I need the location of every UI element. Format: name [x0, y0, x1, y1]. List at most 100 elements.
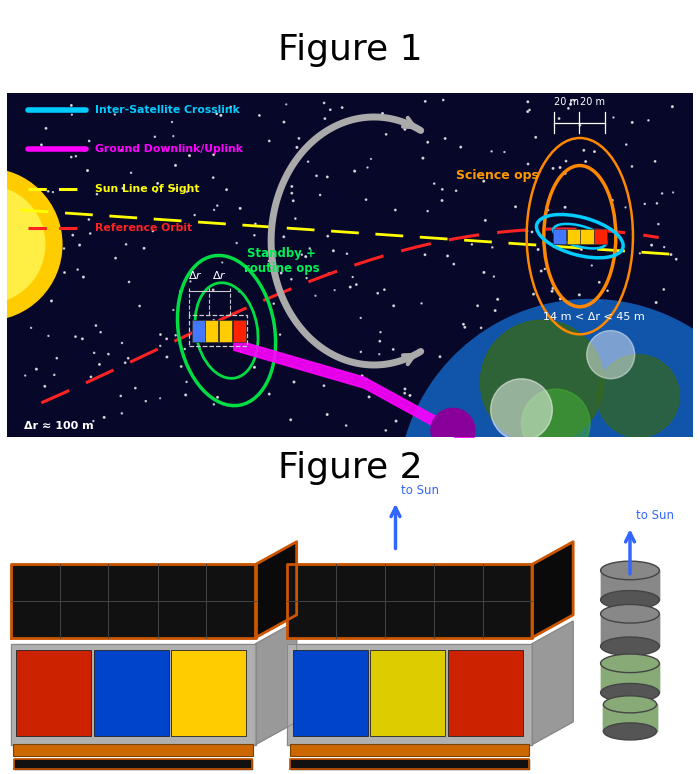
Point	[478, 175, 489, 187]
Point	[211, 108, 223, 120]
Point	[390, 204, 401, 216]
Point	[615, 316, 626, 328]
Point	[522, 95, 533, 108]
FancyBboxPatch shape	[205, 320, 218, 341]
Point	[539, 262, 550, 275]
Point	[607, 194, 618, 207]
FancyBboxPatch shape	[94, 649, 169, 735]
Polygon shape	[656, 570, 659, 600]
Point	[569, 94, 580, 107]
Point	[643, 335, 655, 348]
Point	[179, 343, 190, 355]
Point	[99, 411, 110, 423]
Point	[430, 376, 442, 389]
Point	[573, 402, 584, 415]
Point	[489, 304, 500, 317]
Point	[78, 271, 89, 283]
Point	[470, 394, 482, 406]
Point	[417, 152, 428, 164]
FancyBboxPatch shape	[171, 649, 246, 735]
Point	[296, 248, 307, 261]
Point	[551, 399, 562, 412]
Point	[43, 219, 54, 231]
Point	[285, 413, 296, 426]
Point	[586, 259, 597, 272]
Text: $\Delta r$: $\Delta r$	[188, 269, 203, 281]
Point	[116, 337, 127, 349]
Point	[503, 360, 514, 372]
Point	[620, 356, 631, 368]
Point	[321, 409, 332, 421]
Point	[211, 200, 223, 212]
Point	[650, 155, 661, 167]
Point	[90, 320, 101, 332]
Point	[411, 419, 422, 431]
Point	[263, 255, 274, 267]
Point	[319, 112, 330, 125]
Point	[492, 293, 503, 306]
Point	[88, 415, 99, 427]
Point	[651, 197, 662, 210]
FancyBboxPatch shape	[219, 320, 232, 341]
Polygon shape	[14, 759, 252, 769]
Point	[31, 363, 42, 375]
Point	[554, 161, 566, 173]
Point	[59, 266, 70, 279]
Polygon shape	[532, 542, 573, 638]
Point	[250, 351, 261, 363]
Point	[442, 250, 453, 262]
Circle shape	[522, 389, 590, 458]
Point	[632, 385, 643, 397]
Point	[480, 214, 491, 227]
Point	[161, 333, 172, 345]
Point	[576, 243, 587, 255]
Point	[620, 201, 631, 214]
Point	[463, 358, 474, 371]
Point	[36, 139, 47, 151]
Point	[475, 322, 486, 334]
Point	[139, 242, 150, 255]
Point	[419, 95, 430, 108]
Point	[547, 285, 558, 297]
Point	[355, 312, 366, 324]
Point	[170, 329, 181, 341]
Point	[125, 166, 136, 179]
Point	[322, 171, 333, 183]
Point	[209, 204, 220, 216]
Point	[337, 101, 348, 114]
Point	[575, 119, 586, 132]
Point	[181, 375, 193, 388]
Point	[110, 252, 121, 264]
Point	[41, 122, 52, 135]
Point	[563, 102, 574, 115]
Point	[582, 330, 593, 342]
Polygon shape	[532, 621, 573, 745]
Point	[565, 98, 576, 111]
Point	[39, 380, 50, 392]
Point	[524, 104, 535, 116]
Point	[547, 163, 559, 175]
Point	[666, 366, 678, 378]
FancyBboxPatch shape	[447, 649, 523, 735]
Point	[325, 104, 336, 116]
Point	[507, 378, 518, 391]
Point	[122, 352, 134, 365]
Point	[621, 139, 632, 151]
Point	[499, 146, 510, 158]
Point	[592, 294, 603, 307]
Point	[161, 351, 172, 363]
Point	[130, 382, 141, 394]
Polygon shape	[656, 663, 659, 693]
Point	[626, 330, 638, 342]
Point	[405, 389, 416, 402]
Polygon shape	[10, 564, 255, 638]
Point	[323, 268, 335, 280]
Point	[517, 321, 528, 334]
Point	[476, 392, 487, 404]
Point	[66, 151, 77, 163]
Point	[422, 205, 433, 217]
Polygon shape	[603, 704, 607, 731]
Point	[491, 337, 502, 349]
Point	[115, 390, 126, 402]
Point	[522, 105, 533, 118]
